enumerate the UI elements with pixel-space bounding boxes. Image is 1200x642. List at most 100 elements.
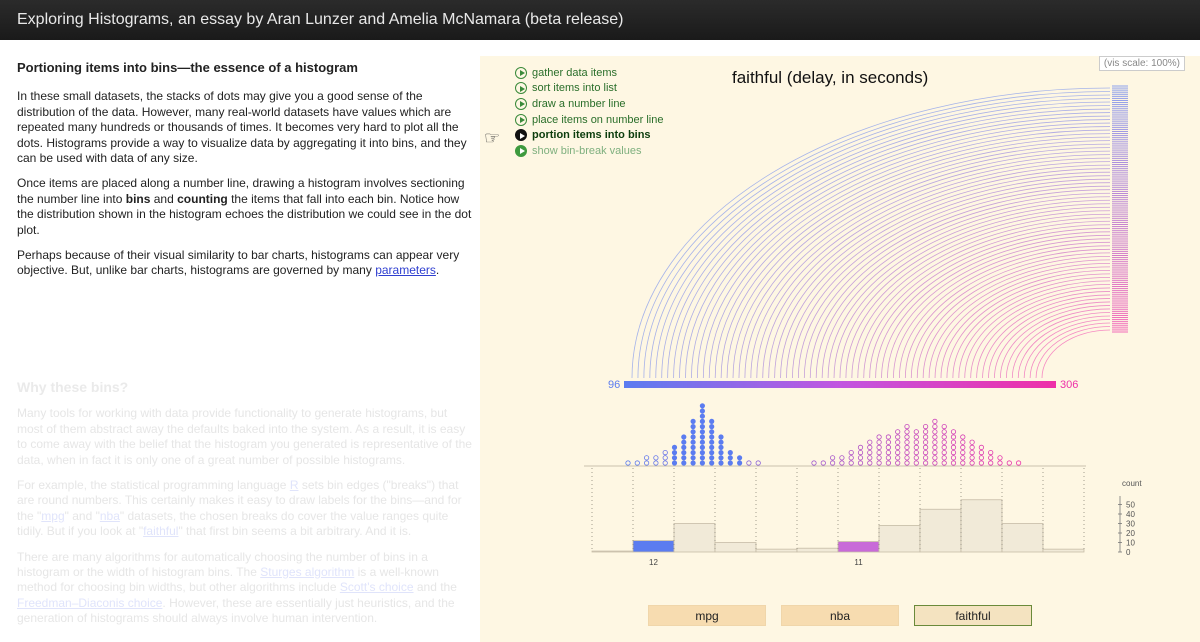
histogram-bin	[960, 499, 1003, 553]
step-gather[interactable]: gather data items	[515, 65, 663, 81]
item-arc	[994, 301, 1111, 379]
bin-count-label: 11	[854, 558, 863, 567]
data-dot	[978, 444, 984, 450]
text-run: sets bin edges ("breaks") that are round…	[17, 478, 462, 523]
visualization-panel: (vis scale: 100%) ☞ gather data items so…	[480, 56, 1200, 642]
item-arc	[720, 140, 1111, 379]
count-tick-label: 40	[1126, 510, 1135, 519]
app-title-bar: Exploring Histograms, an essay by Aran L…	[0, 0, 1200, 40]
data-dot	[699, 403, 705, 409]
data-dot	[895, 429, 901, 435]
parameters-link[interactable]: parameters	[375, 263, 436, 278]
data-dot	[727, 460, 733, 466]
step-portion-bins[interactable]: portion items into bins	[515, 127, 663, 143]
data-dot	[699, 444, 705, 450]
data-dot	[922, 423, 929, 430]
item-arc	[970, 287, 1111, 379]
data-dot	[913, 460, 919, 466]
chart-title: faithful (delay, in seconds)	[732, 68, 929, 87]
step-label: gather data items	[532, 66, 617, 79]
data-dot	[941, 449, 947, 456]
data-dot	[867, 455, 873, 461]
data-dot	[727, 455, 733, 461]
item-arc	[946, 273, 1111, 379]
data-dot	[876, 460, 882, 466]
data-dot	[681, 439, 687, 445]
item-arc	[863, 224, 1111, 379]
data-dot	[922, 444, 929, 450]
data-dot	[904, 439, 910, 445]
data-dot	[941, 460, 947, 466]
item-arc	[976, 291, 1111, 379]
dataset-button-mpg[interactable]: mpg	[648, 605, 766, 626]
scott-link[interactable]: Scott's choice	[339, 580, 414, 595]
data-dot	[857, 449, 864, 456]
item-arc	[708, 133, 1111, 379]
text-run: " that first bin seems a bit arbitrary. …	[178, 524, 412, 539]
dataset-button-faithful[interactable]: faithful	[914, 605, 1032, 626]
item-arc	[928, 262, 1111, 379]
dataset-button-nba[interactable]: nba	[781, 605, 899, 626]
next-paragraph-2: For example, the statistical programming…	[17, 478, 472, 540]
data-dot	[709, 418, 715, 424]
histogram-bin	[755, 548, 798, 553]
data-dot	[848, 455, 854, 461]
text-run: the items that fall into each bin. Notic…	[17, 191, 472, 237]
item-arc	[726, 143, 1111, 379]
data-dot	[699, 460, 705, 466]
dot-plot	[625, 403, 1022, 466]
item-arc	[857, 220, 1111, 379]
data-dot	[867, 460, 873, 466]
data-dot	[932, 444, 938, 450]
step-bin-breaks[interactable]: show bin-break values	[515, 143, 663, 159]
item-arc	[833, 206, 1111, 379]
count-axis-label: count	[1122, 479, 1142, 488]
data-dot	[690, 449, 696, 456]
step-number-line[interactable]: draw a number line	[515, 96, 663, 112]
step-label: place items on number line	[532, 113, 664, 126]
data-dot	[969, 455, 975, 461]
bin-count-label: 12	[649, 558, 658, 567]
text-run: is a well-known method for choosing bin …	[17, 565, 439, 595]
data-dot	[709, 434, 715, 440]
data-dot	[978, 449, 984, 456]
step-sort[interactable]: sort items into list	[515, 81, 663, 97]
data-dot	[718, 455, 724, 461]
mpg-link[interactable]: mpg	[41, 508, 65, 523]
data-dot	[885, 434, 891, 440]
data-dot	[904, 429, 910, 435]
data-dot	[941, 444, 947, 450]
count-tick-label: 20	[1126, 529, 1135, 538]
freedman-diaconis-link[interactable]: Freedman–Diaconis choice	[17, 595, 163, 610]
faithful-link[interactable]: faithful	[143, 524, 179, 539]
data-dot	[709, 444, 715, 450]
data-dot	[690, 418, 696, 424]
data-dot	[885, 439, 891, 445]
data-dot	[699, 449, 705, 456]
item-arc	[940, 269, 1111, 379]
r-link[interactable]: R	[289, 478, 299, 493]
data-dot	[932, 429, 938, 435]
vis-scale-label: (vis scale: 100%)	[1098, 56, 1185, 71]
data-dot	[690, 429, 696, 435]
data-dot	[913, 449, 919, 456]
nba-link[interactable]: nba	[99, 508, 120, 523]
item-arc	[738, 150, 1111, 379]
item-arc	[1035, 326, 1111, 379]
data-dot	[960, 449, 966, 456]
item-arc	[732, 147, 1111, 379]
data-dot	[950, 429, 957, 435]
data-dot	[681, 455, 687, 461]
data-dot	[671, 444, 678, 450]
sturges-link[interactable]: Sturges algorithm	[260, 565, 355, 580]
step-place-items[interactable]: place items on number line	[515, 112, 663, 128]
play-icon	[515, 144, 527, 157]
data-dot	[839, 455, 845, 461]
data-dot	[932, 439, 938, 445]
data-dot	[662, 460, 668, 466]
data-dot	[913, 434, 919, 440]
text-run: .	[435, 263, 440, 278]
item-arc	[1023, 319, 1111, 379]
next-paragraph-3: There are many algorithms for automatica…	[17, 550, 472, 627]
